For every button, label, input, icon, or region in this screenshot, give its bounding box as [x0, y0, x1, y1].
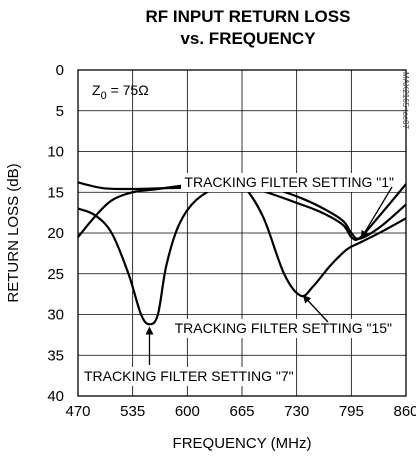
- y-tick-label: 25: [47, 266, 64, 283]
- annotation-backdrop: [80, 367, 288, 386]
- y-tick-label: 35: [47, 347, 64, 364]
- y-tick-label: 40: [47, 388, 64, 405]
- annotation-backdrop: [181, 173, 397, 192]
- annotation-label-3: TRACKING FILTER SETTING "7": [84, 368, 294, 384]
- annotations: TRACKING FILTER SETTING "1" TRACKING FILT…: [80, 173, 397, 386]
- impedance-label-prefix: Z: [92, 82, 101, 98]
- y-tick-label: 20: [47, 225, 64, 242]
- series-line-3: [77, 179, 407, 298]
- y-tick-label: 5: [56, 103, 64, 120]
- chart-title-line-1: RF INPUT RETURN LOSS: [146, 7, 351, 26]
- x-axis-label: FREQUENCY (MHz): [173, 435, 312, 452]
- annotation-label-2: TRACKING FILTER SETTING "15": [175, 320, 392, 336]
- x-tick-label: 795: [339, 403, 364, 420]
- y-tick-label: 10: [47, 144, 64, 161]
- grid: [77, 69, 407, 397]
- x-tick-label: 860: [393, 403, 416, 420]
- tick-labels: 470 535 600 665 730 795 860 0 5 10 15 20 25 30 35 40: [47, 62, 416, 420]
- series-line-1: [77, 181, 407, 241]
- x-tick-label: 730: [284, 403, 309, 420]
- y-tick-label: 15: [47, 184, 64, 201]
- plot-frame: [77, 69, 407, 397]
- x-tick-label: 665: [229, 403, 254, 420]
- impedance-label: Z0 = 75Ω: [92, 82, 149, 102]
- annotation-label-1: TRACKING FILTER SETTING "1": [184, 174, 394, 190]
- x-tick-label: 470: [65, 403, 90, 420]
- y-axis-label: RETURN LOSS (dB): [5, 163, 22, 302]
- annotation-arrow-1: [360, 186, 393, 239]
- figure-id-note: MAX2165 toc07: [401, 72, 410, 129]
- y-tick-label: 0: [56, 62, 64, 79]
- chart-title-line-2: vs. FREQUENCY: [180, 29, 316, 48]
- annotation-arrow-2: [302, 295, 329, 323]
- x-tick-label: 535: [120, 403, 145, 420]
- impedance-label-subscript: 0: [101, 90, 107, 102]
- x-tick-label: 600: [175, 403, 200, 420]
- annotation-backdrop: [172, 319, 394, 338]
- impedance-label-suffix: = 75Ω: [107, 82, 149, 98]
- y-tick-label: 30: [47, 307, 64, 324]
